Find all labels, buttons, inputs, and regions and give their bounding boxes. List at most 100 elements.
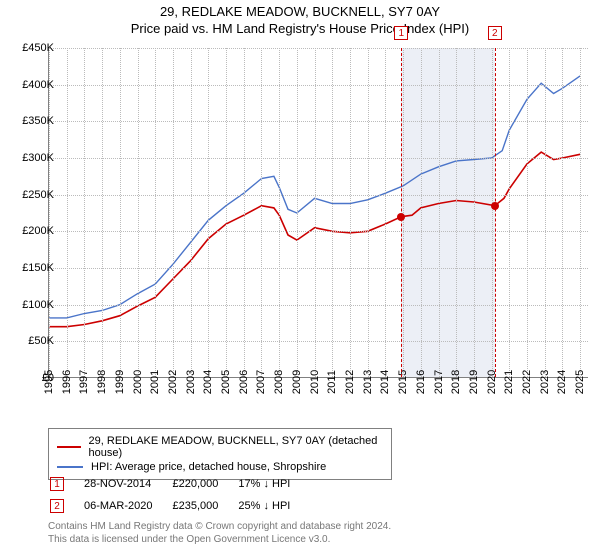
xtick-label: 2017 (433, 370, 445, 394)
line-series-svg (49, 48, 589, 378)
xtick-label: 1998 (96, 370, 108, 394)
gridline-v (226, 48, 227, 377)
gridline-v (474, 48, 475, 377)
legend-item-property: 29, REDLAKE MEADOW, BUCKNELL, SY7 0AY (d… (57, 435, 383, 459)
chart-area: 1995199619971998199920002001200220032004… (48, 48, 588, 378)
gridline-h (49, 231, 588, 232)
gridline-v (279, 48, 280, 377)
gridline-h (49, 195, 588, 196)
sale-event-line (495, 48, 496, 377)
gridline-v (208, 48, 209, 377)
gridline-v (580, 48, 581, 377)
xtick-label: 2011 (326, 370, 338, 394)
xtick-label: 1999 (114, 370, 126, 394)
gridline-h (49, 305, 588, 306)
gridline-h (49, 85, 588, 86)
title-block: 29, REDLAKE MEADOW, BUCKNELL, SY7 0AY Pr… (0, 0, 600, 36)
gridline-v (368, 48, 369, 377)
xtick-label: 2020 (486, 370, 498, 394)
sale-dot (397, 213, 405, 221)
xtick-label: 1997 (78, 370, 90, 394)
footer-line-2: This data is licensed under the Open Gov… (48, 533, 391, 546)
xtick-label: 2024 (556, 370, 568, 394)
title-sub: Price paid vs. HM Land Registry's House … (0, 21, 600, 36)
gridline-v (421, 48, 422, 377)
gridline-h (49, 341, 588, 342)
gridline-v (492, 48, 493, 377)
sale-delta-2: 25% ↓ HPI (238, 496, 308, 516)
xtick-label: 2007 (255, 370, 267, 394)
ytick-label: £0 (8, 372, 54, 384)
gridline-v (527, 48, 528, 377)
xtick-label: 2025 (574, 370, 586, 394)
xtick-label: 2016 (415, 370, 427, 394)
ytick-label: £100K (8, 299, 54, 311)
xtick-label: 2008 (273, 370, 285, 394)
xtick-label: 2006 (238, 370, 250, 394)
ytick-label: £50K (8, 335, 54, 347)
gridline-h (49, 121, 588, 122)
gridline-v (562, 48, 563, 377)
legend-label-property: 29, REDLAKE MEADOW, BUCKNELL, SY7 0AY (d… (89, 435, 383, 459)
gridline-v (173, 48, 174, 377)
sale-row-1: 1 28-NOV-2014 £220,000 17% ↓ HPI (50, 474, 308, 494)
sale-dot (491, 202, 499, 210)
xtick-label: 2000 (132, 370, 144, 394)
gridline-h (49, 158, 588, 159)
sale-row-2: 2 06-MAR-2020 £235,000 25% ↓ HPI (50, 496, 308, 516)
ytick-label: £250K (8, 189, 54, 201)
figure: 29, REDLAKE MEADOW, BUCKNELL, SY7 0AY Pr… (0, 0, 600, 560)
xtick-label: 2022 (521, 370, 533, 394)
gridline-v (67, 48, 68, 377)
title-main: 29, REDLAKE MEADOW, BUCKNELL, SY7 0AY (0, 4, 600, 19)
xtick-label: 2013 (362, 370, 374, 394)
gridline-v (155, 48, 156, 377)
gridline-v (332, 48, 333, 377)
xtick-label: 2002 (167, 370, 179, 394)
xtick-label: 2001 (149, 370, 161, 394)
gridline-v (138, 48, 139, 377)
sale-date-1: 28-NOV-2014 (84, 474, 170, 494)
xtick-label: 2012 (344, 370, 356, 394)
sale-event-marker: 1 (394, 26, 408, 40)
sale-marker-1: 1 (50, 477, 64, 491)
sale-event-marker: 2 (488, 26, 502, 40)
xtick-label: 2005 (220, 370, 232, 394)
gridline-v (385, 48, 386, 377)
xtick-label: 2023 (539, 370, 551, 394)
gridline-v (509, 48, 510, 377)
legend-swatch-hpi (57, 466, 83, 468)
ytick-label: £400K (8, 79, 54, 91)
gridline-v (315, 48, 316, 377)
sale-delta-1: 17% ↓ HPI (238, 474, 308, 494)
ytick-label: £300K (8, 152, 54, 164)
gridline-v (297, 48, 298, 377)
xtick-label: 2004 (202, 370, 214, 394)
xtick-label: 2014 (379, 370, 391, 394)
gridline-v (456, 48, 457, 377)
footer-line-1: Contains HM Land Registry data © Crown c… (48, 520, 391, 533)
xtick-label: 2015 (397, 370, 409, 394)
gridline-v (120, 48, 121, 377)
sale-marker-2: 2 (50, 499, 64, 513)
ytick-label: £200K (8, 225, 54, 237)
gridline-v (545, 48, 546, 377)
gridline-v (244, 48, 245, 377)
gridline-v (191, 48, 192, 377)
gridline-v (84, 48, 85, 377)
xtick-label: 2019 (468, 370, 480, 394)
sale-price-1: £220,000 (172, 474, 236, 494)
xtick-label: 1996 (61, 370, 73, 394)
xtick-label: 2009 (291, 370, 303, 394)
gridline-v (350, 48, 351, 377)
gridline-h (49, 48, 588, 49)
footer: Contains HM Land Registry data © Crown c… (48, 520, 391, 546)
sale-price-2: £235,000 (172, 496, 236, 516)
xtick-label: 2010 (309, 370, 321, 394)
gridline-v (49, 48, 50, 377)
xtick-label: 2003 (185, 370, 197, 394)
legend-swatch-property (57, 446, 81, 448)
xtick-label: 2021 (503, 370, 515, 394)
gridline-h (49, 268, 588, 269)
ytick-label: £350K (8, 115, 54, 127)
